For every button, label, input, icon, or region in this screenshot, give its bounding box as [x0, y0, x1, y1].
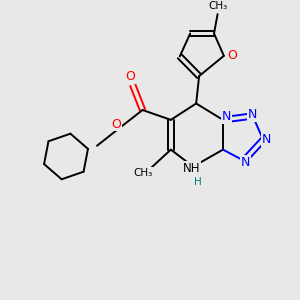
- Text: N: N: [248, 108, 257, 121]
- Text: NH: NH: [183, 162, 200, 175]
- Text: N: N: [261, 133, 271, 146]
- Text: CH₃: CH₃: [208, 1, 227, 11]
- Text: O: O: [125, 70, 135, 83]
- Text: N: N: [241, 156, 250, 169]
- Text: H: H: [194, 177, 202, 187]
- Text: CH₃: CH₃: [134, 168, 153, 178]
- Text: O: O: [227, 49, 237, 62]
- Text: N: N: [222, 110, 231, 123]
- Text: O: O: [111, 118, 121, 131]
